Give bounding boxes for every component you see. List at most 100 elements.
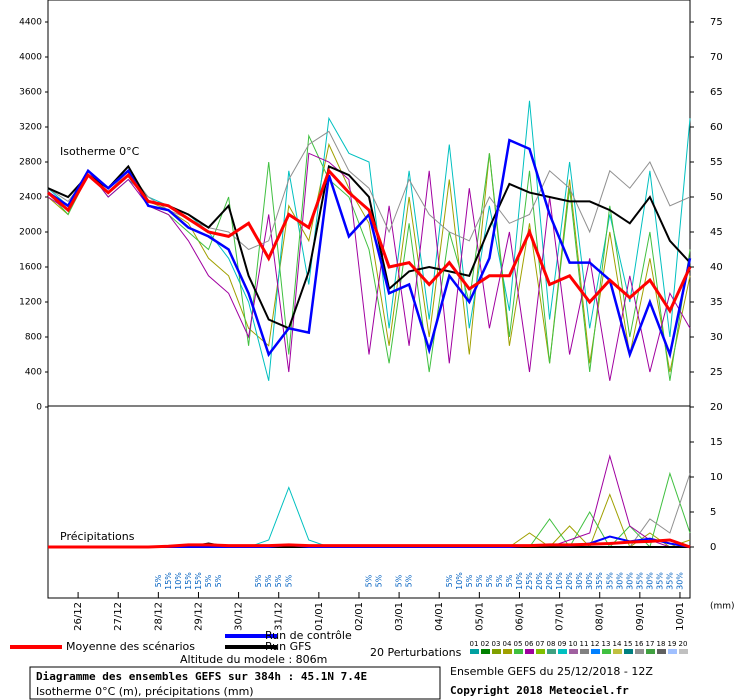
y-tick-label: 800 xyxy=(25,333,42,343)
perturbation-label: 19 xyxy=(668,640,677,648)
snow-label: 30% xyxy=(645,572,654,590)
y2-tick-label: 60 xyxy=(710,122,723,133)
y2-tick-label: 70 xyxy=(710,52,723,63)
perturbation-label: 02 xyxy=(481,640,490,648)
perturbation-label: 07 xyxy=(536,640,545,648)
y-tick-label: 3200 xyxy=(19,123,42,133)
perturbation-swatch xyxy=(668,649,677,654)
perturbation-swatch xyxy=(481,649,490,654)
panel-title: Isotherme 0°C xyxy=(60,145,140,158)
y-tick-label: 2000 xyxy=(19,228,42,238)
snow-label: 5% xyxy=(405,574,414,587)
snow-label: 5% xyxy=(214,574,223,587)
y2-tick-label: 10 xyxy=(710,472,723,483)
unit-label: (mm) xyxy=(710,602,735,612)
y-tick-label: 400 xyxy=(25,368,42,378)
x-tick-label: 31/12 xyxy=(274,602,285,631)
x-tick-label: 28/12 xyxy=(153,602,164,631)
perturbation-label: 14 xyxy=(613,640,622,648)
snow-label: 10% xyxy=(515,572,524,590)
perturbation-swatch xyxy=(624,649,633,654)
snow-label: 30% xyxy=(615,572,624,590)
snow-label: 5% xyxy=(254,574,263,587)
x-tick-label: 10/01 xyxy=(675,602,686,631)
y2-tick-label: 45 xyxy=(710,227,723,238)
perturbation-swatch xyxy=(635,649,644,654)
perturbations-title: 20 Perturbations xyxy=(370,646,462,659)
x-tick-label: 27/12 xyxy=(113,602,124,631)
snow-label: 15% xyxy=(194,572,203,590)
perturbation-label: 20 xyxy=(679,640,688,648)
y2-tick-label: 40 xyxy=(710,262,723,273)
snow-label: 35% xyxy=(635,572,644,590)
perturbation-swatch xyxy=(679,649,688,654)
snow-label: 35% xyxy=(655,572,664,590)
snow-label: 5% xyxy=(485,574,494,587)
perturbation-label: 15 xyxy=(624,640,633,648)
perturbation-swatch xyxy=(569,649,578,654)
panel-title: Précipitations xyxy=(60,530,135,543)
perturbation-label: 18 xyxy=(657,640,666,648)
perturbation-swatch xyxy=(646,649,655,654)
y-tick-label: 1200 xyxy=(19,298,42,308)
snow-label: 5% xyxy=(445,574,454,587)
perturbation-swatch xyxy=(547,649,556,654)
x-tick-label: 04/01 xyxy=(434,602,445,631)
legend-label: Run de contrôle xyxy=(265,629,352,642)
box-subtitle: Isotherme 0°C (m), précipitations (mm) xyxy=(36,685,254,698)
perturbation-label: 01 xyxy=(470,640,479,648)
y-tick-label: 3600 xyxy=(19,88,42,98)
series-line xyxy=(47,152,691,381)
snow-label: 30% xyxy=(675,572,684,590)
perturbation-label: 04 xyxy=(503,640,512,648)
snow-label: 10% xyxy=(555,572,564,590)
snow-label: 5% xyxy=(154,574,163,587)
y2-tick-label: 30 xyxy=(710,332,723,343)
perturbation-label: 11 xyxy=(580,640,589,648)
perturbation-swatch xyxy=(536,649,545,654)
snow-label: 20% xyxy=(545,572,554,590)
x-tick-label: 06/01 xyxy=(514,602,525,631)
snow-label: 30% xyxy=(575,572,584,590)
snow-label: 35% xyxy=(605,572,614,590)
x-tick-label: 08/01 xyxy=(595,602,606,631)
snow-label: 10% xyxy=(455,572,464,590)
run-info: Ensemble GEFS du 25/12/2018 - 12Z xyxy=(450,665,653,678)
snow-label: 30% xyxy=(625,572,634,590)
y2-tick-label: 50 xyxy=(710,192,723,203)
perturbation-label: 10 xyxy=(569,640,578,648)
perturbation-swatch xyxy=(503,649,512,654)
y2-tick-label: 75 xyxy=(710,17,723,28)
altitude: Altitude du modele : 806m xyxy=(180,653,327,666)
y-tick-label: 1600 xyxy=(19,263,42,273)
x-tick-label: 29/12 xyxy=(193,602,204,631)
copyright: Copyright 2018 Meteociel.fr xyxy=(450,684,629,697)
perturbation-label: 08 xyxy=(547,640,556,648)
snow-label: 25% xyxy=(525,572,534,590)
perturbation-label: 17 xyxy=(646,640,655,648)
snow-label: 5% xyxy=(505,574,514,587)
x-tick-label: 26/12 xyxy=(73,602,84,631)
snow-label: 15% xyxy=(184,572,193,590)
snow-label: 35% xyxy=(665,572,674,590)
x-tick-label: 03/01 xyxy=(394,602,405,631)
perturbation-label: 16 xyxy=(635,640,644,648)
perturbation-swatch xyxy=(613,649,622,654)
perturbation-label: 13 xyxy=(602,640,611,648)
perturbation-label: 05 xyxy=(514,640,523,648)
perturbation-swatch xyxy=(591,649,600,654)
y2-tick-label: 25 xyxy=(710,367,723,378)
perturbation-swatch xyxy=(602,649,611,654)
series-line xyxy=(47,100,691,381)
y2-tick-label: 35 xyxy=(710,297,723,308)
perturbation-swatch xyxy=(525,649,534,654)
series-line xyxy=(48,538,691,549)
info-box xyxy=(29,666,441,700)
y-tick-label: 0 xyxy=(36,403,42,413)
snow-label: 5% xyxy=(365,574,374,587)
series-line xyxy=(47,167,692,314)
perturbation-swatch xyxy=(580,649,589,654)
snow-label: 5% xyxy=(475,574,484,587)
x-tick-label: 01/01 xyxy=(314,602,325,631)
perturbation-label: 06 xyxy=(525,640,534,648)
